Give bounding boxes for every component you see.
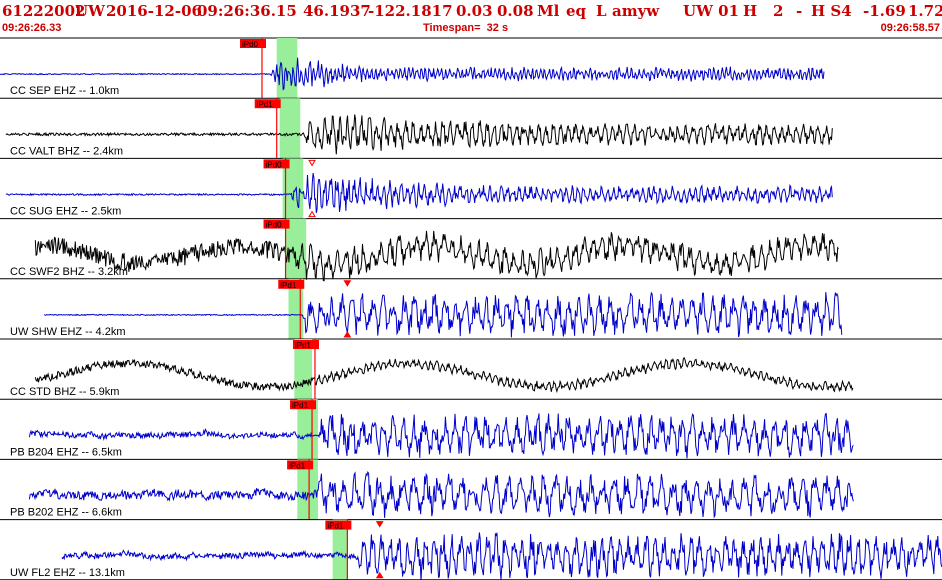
trace-panel-3: iPd0 CC SUG EHZ -- 2.5km <box>0 158 942 220</box>
pick-label: iPd0 <box>242 40 259 49</box>
trace-panel-4: iPd0 CC SWF2 BHZ -- 3.2km <box>0 218 942 282</box>
pick-flag <box>239 39 266 48</box>
event-header: 61222002 UW 2016-12-06 09:26:36.15 46.19… <box>0 0 942 34</box>
phase-triangle-top <box>308 159 316 167</box>
seismic-trace <box>28 412 854 459</box>
magnitude: 0.08 <box>497 2 534 20</box>
pick-flag <box>254 99 281 109</box>
seismic-trace <box>5 114 833 155</box>
trace-panel-5: iPd1 UW SHW EHZ -- 4.2km <box>0 278 942 340</box>
quality-flag: H <box>743 2 758 20</box>
pick-window <box>297 399 318 460</box>
analyst: amyw <box>612 2 660 20</box>
pick-label: iPd0 <box>266 221 283 230</box>
pick-window <box>297 459 318 520</box>
pick-window <box>279 98 301 159</box>
error-value: 1.72 <box>908 2 942 20</box>
magnitude-type: Ml <box>537 2 560 20</box>
pick-flag <box>292 340 319 349</box>
station-label: CC STD BHZ -- 5.9km <box>10 386 119 398</box>
seismic-trace <box>34 356 854 394</box>
end-time: 09:26:58.57 <box>880 22 940 34</box>
seismic-trace <box>43 292 843 338</box>
phase-triangle-bottom <box>343 331 352 338</box>
pick-label: iPd1 <box>295 341 312 350</box>
seismic-trace <box>34 230 839 282</box>
station-label: PB B202 EHZ -- 6.6km <box>10 507 122 519</box>
dash-field: - <box>796 2 803 20</box>
trace-panel-2: iPd1 CC VALT BHZ -- 2.4km <box>0 98 942 159</box>
pick-flag <box>263 219 290 229</box>
origin-date: 2016-12-06 <box>106 2 202 20</box>
pick-label: iPd1 <box>280 281 297 290</box>
trace-panel-6: iPd1 CC STD BHZ -- 5.9km <box>0 339 942 400</box>
pick-flag <box>278 279 305 289</box>
trace-panel-7: iPd1 PB B204 EHZ -- 6.5km <box>0 399 942 460</box>
depth: 0.03 <box>456 2 493 20</box>
phase-triangle-top <box>343 280 352 287</box>
start-time: 09:26:26.33 <box>2 22 62 34</box>
station-label: PB B204 EHZ -- 6.5km <box>10 446 122 458</box>
pick-window <box>332 519 348 580</box>
residual-value: -1.69 <box>863 2 906 20</box>
phase-triangle-bottom <box>308 210 316 218</box>
pick-label: iPd1 <box>327 522 344 531</box>
pick-label: iPd1 <box>289 461 306 470</box>
solution-code: H S4 <box>811 2 852 20</box>
station-label: CC SUG EHZ -- 2.5km <box>10 206 121 218</box>
pick-flag <box>290 400 317 410</box>
pick-label: iPd1 <box>257 100 274 109</box>
pick-window <box>288 278 304 339</box>
station-label: CC SWF2 BHZ -- 3.2km <box>10 266 128 278</box>
trace-panel-8: iPd1 PB B202 EHZ -- 6.6km <box>0 459 942 521</box>
pick-label: iPd0 <box>266 160 283 169</box>
trace-panel-1: iPd0 CC SEP EHZ -- 1.0km <box>0 38 942 99</box>
review-flag: L <box>596 2 607 20</box>
longitude: -122.1817 <box>368 2 453 20</box>
phase-count: 2 <box>773 2 784 20</box>
origin-time: 09:26:36.15 <box>197 2 297 20</box>
pick-label: iPd1 <box>292 401 309 410</box>
seismic-trace <box>0 57 825 91</box>
station-label: CC SEP EHZ -- 1.0km <box>10 85 119 97</box>
event-type: eq <box>566 2 587 20</box>
station-label: CC VALT BHZ -- 2.4km <box>10 145 123 157</box>
phase-triangle-bottom <box>375 571 384 579</box>
pick-window <box>282 158 304 219</box>
seismic-trace <box>61 532 942 580</box>
pick-window <box>285 218 307 279</box>
pick-flag <box>263 159 290 169</box>
pick-flag <box>325 520 352 530</box>
station-label: UW SHW EHZ -- 4.2km <box>10 326 126 338</box>
source-code: UW 01 <box>683 2 740 20</box>
pick-flag <box>287 460 314 470</box>
station-label: UW FL2 EHZ -- 13.1km <box>10 567 125 579</box>
seismic-trace <box>28 471 854 519</box>
timespan: Timespan= 32 s <box>423 22 509 34</box>
phase-triangle-top <box>375 521 384 528</box>
trace-panel-9: iPd1 UW FL2 EHZ -- 13.1km <box>0 519 942 580</box>
seismic-trace <box>5 173 833 214</box>
latitude: 46.1937 <box>303 2 371 20</box>
network: UW <box>75 2 105 20</box>
event-id: 61222002 <box>2 2 86 20</box>
